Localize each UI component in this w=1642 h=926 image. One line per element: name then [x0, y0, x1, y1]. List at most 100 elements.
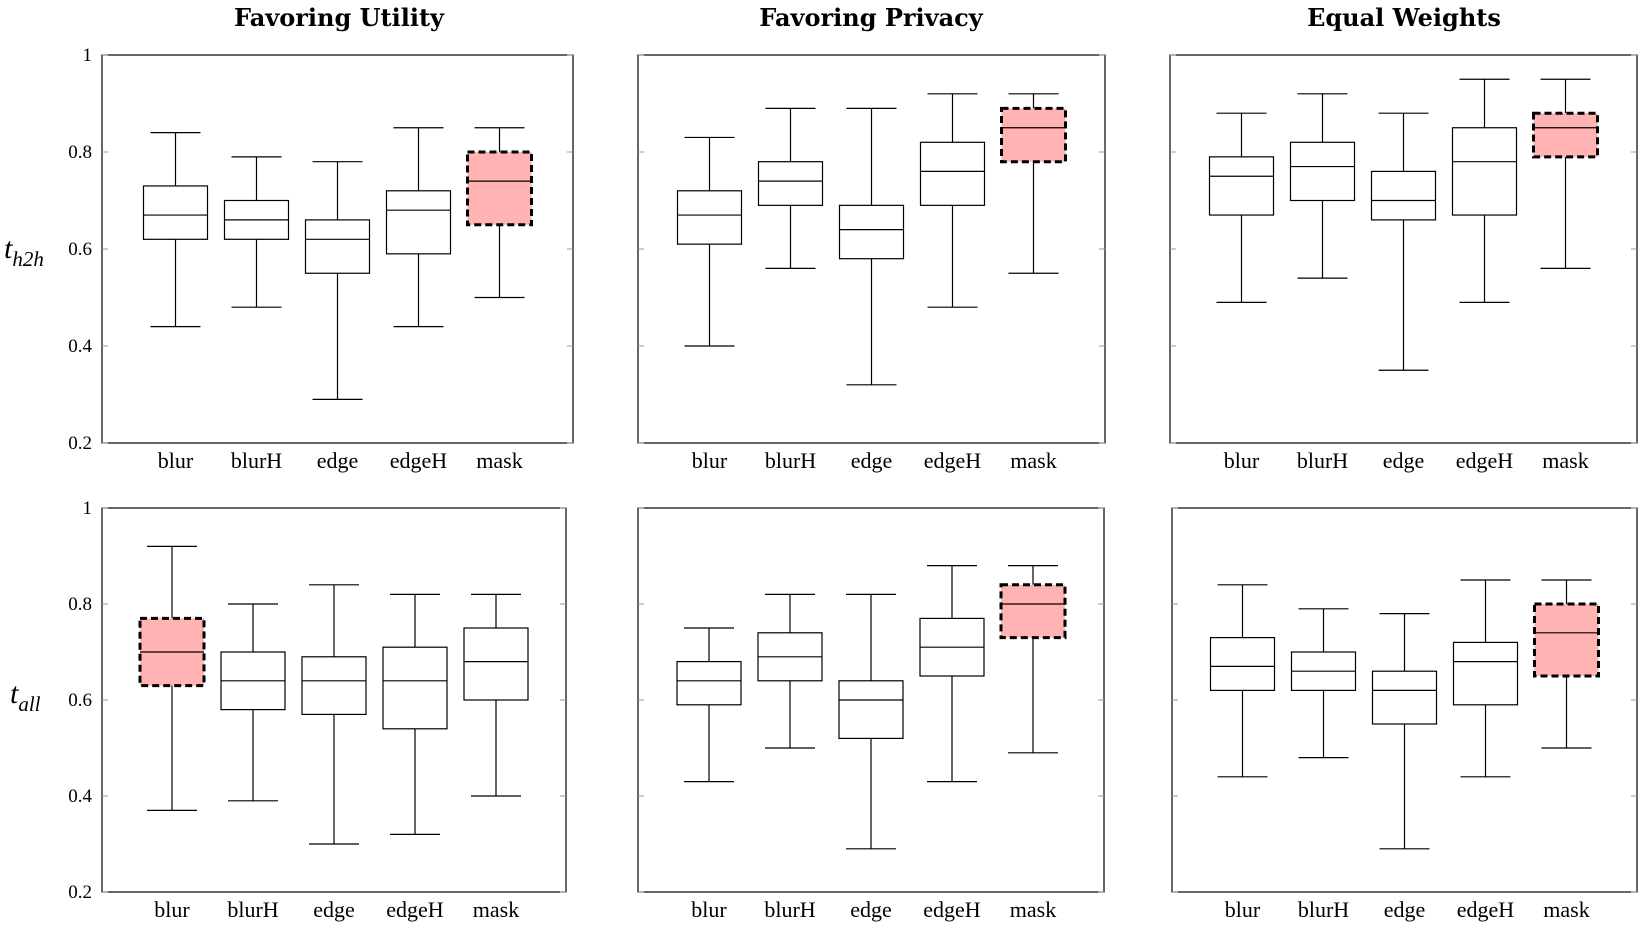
title-equal-weights: Equal Weights — [1307, 3, 1501, 32]
highlighted-box — [466, 150, 533, 227]
box-edgeH — [919, 93, 986, 308]
iqr-box — [676, 660, 742, 706]
row-label-h2h-main: t — [4, 232, 13, 265]
x-category-label: blur — [154, 897, 190, 922]
iqr-box — [301, 656, 367, 715]
iqr-box — [385, 190, 452, 255]
x-category-label: edge — [1383, 448, 1425, 473]
x-category-label: blurH — [764, 897, 815, 922]
box-blurH — [1289, 93, 1356, 279]
box-blurH — [223, 156, 290, 308]
x-category-label: edgeH — [1456, 448, 1514, 473]
box-blurH — [757, 593, 823, 749]
box-mask — [463, 593, 529, 797]
box-blurH — [757, 107, 824, 269]
box-edge — [838, 593, 904, 850]
x-category-label: edge — [1384, 897, 1426, 922]
x-category-label: blur — [1225, 897, 1261, 922]
box-edge — [304, 161, 371, 400]
box-mask — [1000, 93, 1067, 274]
box-blurH — [1290, 608, 1357, 759]
iqr-box — [676, 190, 743, 245]
box-edgeH — [382, 593, 448, 836]
x-category-label: blurH — [765, 448, 816, 473]
x-category-label: edge — [317, 448, 359, 473]
iqr-box — [1451, 127, 1518, 216]
y-tick-label: 0.8 — [68, 594, 92, 615]
highlighted-box — [1533, 602, 1600, 678]
y-tick-label: 0.6 — [68, 690, 92, 711]
box-blur — [142, 132, 209, 328]
iqr-box — [1452, 641, 1519, 706]
x-category-label: blurH — [227, 897, 278, 922]
row-label-all-main: t — [10, 677, 19, 710]
box-blur — [1208, 112, 1275, 303]
y-tick-label: 0.4 — [68, 336, 92, 357]
x-category-label: blur — [158, 448, 194, 473]
iqr-box — [838, 680, 904, 739]
box-edgeH — [1451, 78, 1518, 303]
iqr-box — [1208, 156, 1275, 216]
panel-favoring-privacy-h2h: blur blurH edge edgeH mask — [637, 54, 1106, 473]
y-tick-label: 1 — [83, 498, 93, 519]
x-category-label: mask — [1542, 448, 1588, 473]
y-tick-label: 0.6 — [68, 239, 92, 260]
panel-favoring-utility-all: 0.2 0.4 0.6 0.8 1 blur blurH edge edgeH mask — [68, 498, 567, 922]
box-edgeH — [385, 127, 452, 328]
y-tick-label: 1 — [83, 45, 93, 66]
panel-favoring-privacy-all: blur blurH edge edgeH mask — [637, 507, 1105, 922]
panel-equal-weights-all: blur blurH edge edgeH mask — [1171, 507, 1638, 922]
x-category-label: blur — [691, 897, 727, 922]
x-category-label: edgeH — [1457, 897, 1515, 922]
box-mask — [1532, 78, 1599, 269]
box-mask — [999, 564, 1067, 754]
iqr-box — [463, 627, 529, 701]
iqr-box — [757, 161, 824, 206]
x-category-label: edge — [850, 897, 892, 922]
iqr-box — [382, 646, 448, 730]
row-label-all: tall — [10, 677, 41, 716]
box-blur — [138, 545, 206, 812]
iqr-box — [919, 141, 986, 206]
title-favoring-privacy: Favoring Privacy — [759, 3, 983, 32]
x-category-label: blurH — [231, 448, 282, 473]
row-label-h2h-sub: h2h — [12, 247, 44, 271]
box-mask — [466, 127, 533, 299]
highlighted-box — [1000, 106, 1067, 164]
iqr-box — [304, 219, 371, 274]
x-category-label: blur — [692, 448, 728, 473]
iqr-box — [142, 185, 209, 240]
x-category-label: edge — [313, 897, 355, 922]
x-category-label: blur — [1224, 448, 1260, 473]
x-category-label: blurH — [1297, 448, 1348, 473]
iqr-box — [1289, 141, 1356, 202]
y-tick-label: 0.4 — [68, 786, 92, 807]
iqr-box — [1209, 636, 1276, 691]
x-category-label: mask — [1010, 897, 1056, 922]
x-category-label: edgeH — [923, 897, 981, 922]
x-category-label: edgeH — [390, 448, 448, 473]
panel-equal-weights-h2h: blur blurH edge edgeH mask — [1169, 54, 1638, 473]
box-mask — [1533, 579, 1600, 749]
box-edgeH — [1452, 579, 1519, 778]
x-category-label: mask — [1010, 448, 1056, 473]
highlighted-box — [1532, 111, 1599, 159]
x-category-label: mask — [476, 448, 522, 473]
x-category-label: mask — [1543, 897, 1589, 922]
x-category-label: edgeH — [924, 448, 982, 473]
box-edge — [838, 107, 905, 386]
y-tick-label: 0.2 — [68, 433, 92, 454]
box-blurH — [220, 603, 286, 802]
box-edge — [1370, 112, 1437, 371]
box-blur — [676, 627, 742, 783]
iqr-box — [1371, 670, 1438, 725]
iqr-box — [838, 204, 905, 260]
row-label-h2h: th2h — [4, 232, 44, 271]
x-category-label: edgeH — [386, 897, 444, 922]
x-category-label: edge — [851, 448, 893, 473]
row-label-all-sub: all — [18, 692, 40, 716]
panel-favoring-utility-h2h: 0.2 0.4 0.6 0.8 1 blur blurH edge edgeH mask — [68, 45, 574, 473]
y-tick-label: 0.2 — [68, 882, 92, 903]
box-blur — [1209, 584, 1276, 778]
